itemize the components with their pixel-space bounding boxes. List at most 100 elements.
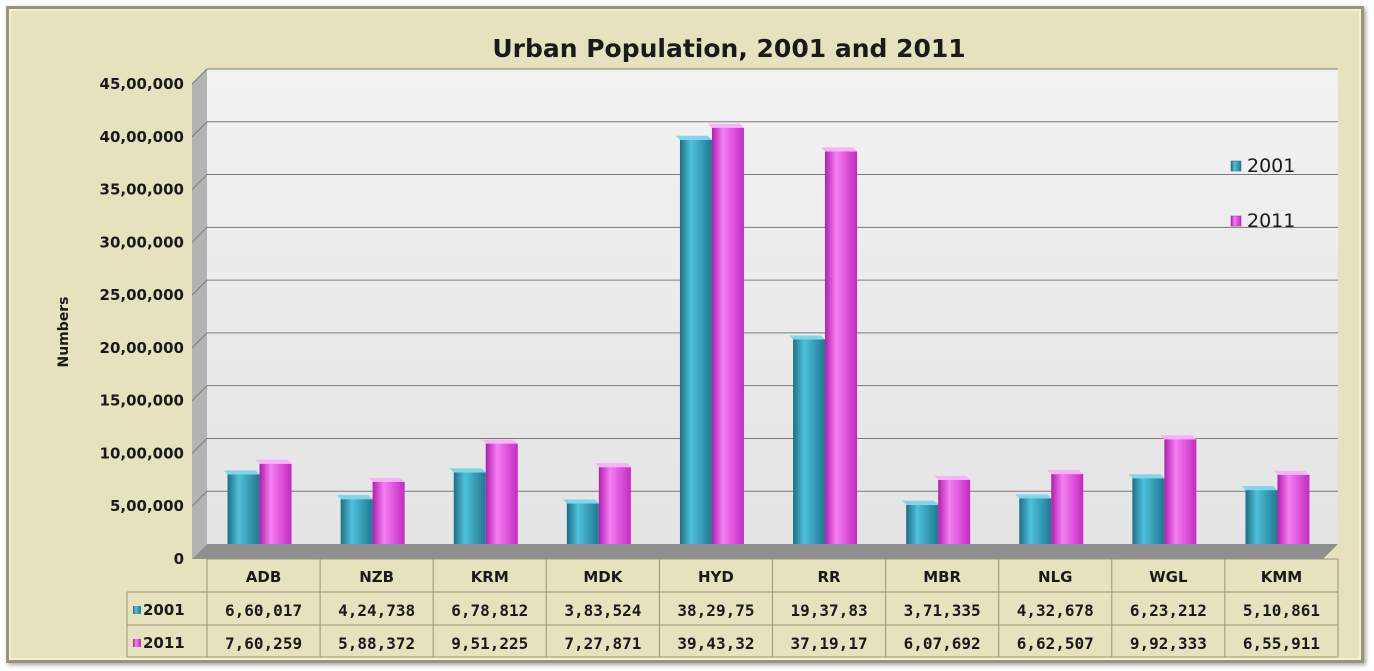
bar-2001-NZB bbox=[340, 499, 373, 544]
y-tick-label: 5,00,000 bbox=[110, 497, 184, 515]
bar-top-2001-NLG bbox=[1015, 494, 1052, 499]
bar-2011-KMM bbox=[1277, 474, 1310, 544]
bar-top-2001-KRM bbox=[449, 468, 486, 473]
table-row-label-2001: 2001 bbox=[143, 601, 185, 619]
bar-2001-WGL bbox=[1132, 478, 1165, 544]
y-tick-label: 10,00,000 bbox=[100, 444, 184, 462]
table-cell-2011: 9,92,333 bbox=[1130, 634, 1207, 653]
bar-top-2011-RR bbox=[821, 147, 858, 152]
x-category-label: ADB bbox=[246, 568, 282, 586]
table-cell-2011: 6,62,507 bbox=[1017, 634, 1094, 653]
table-cell-2001: 38,29,75 bbox=[677, 601, 754, 620]
gridline-depth bbox=[191, 385, 208, 402]
table-row-label-2011: 2011 bbox=[143, 634, 185, 652]
bar-top-2001-ADB bbox=[223, 470, 260, 475]
bars bbox=[223, 123, 1310, 545]
legend-swatch-2011 bbox=[1230, 215, 1242, 227]
gridline-depth bbox=[191, 332, 208, 349]
bar-2011-NZB bbox=[372, 481, 405, 544]
bar-top-2011-MDK bbox=[594, 463, 631, 468]
chart-svg: Urban Population, 2001 and 2011 Numbers … bbox=[56, 34, 1339, 658]
legend-label-2001: 2001 bbox=[1247, 155, 1295, 177]
left-wall bbox=[192, 69, 207, 559]
table-cell-2001: 6,60,017 bbox=[225, 601, 302, 620]
table-cell-2011: 37,19,17 bbox=[791, 634, 868, 653]
table-cell-2011: 7,60,259 bbox=[225, 634, 302, 653]
bar-top-2011-KMM bbox=[1273, 470, 1310, 475]
chart-title: Urban Population, 2001 and 2011 bbox=[492, 34, 965, 63]
bar-top-2001-RR bbox=[789, 335, 826, 340]
y-tick-label: 25,00,000 bbox=[100, 286, 184, 304]
table-category-row: ADB NZB KRM MDK HYD RR MBR NLG WGL KMM bbox=[246, 568, 1302, 586]
bar-top-2011-NLG bbox=[1047, 470, 1084, 475]
y-tick-label: 35,00,000 bbox=[100, 181, 184, 199]
table-cell-2011: 7,27,871 bbox=[564, 634, 641, 653]
gridline-depth bbox=[191, 438, 208, 454]
bar-top-2001-MBR bbox=[902, 500, 939, 505]
table-swatch-2011 bbox=[133, 639, 141, 647]
bar-top-2011-NZB bbox=[368, 477, 405, 482]
chart-frame: Urban Population, 2001 and 2011 Numbers … bbox=[6, 6, 1364, 663]
table-grid-lines bbox=[126, 558, 1339, 658]
table-cell-2011: 5,88,372 bbox=[338, 634, 415, 653]
legend-swatch-2001 bbox=[1230, 160, 1242, 172]
table-cell-2011: 6,55,911 bbox=[1243, 634, 1320, 653]
y-tick-label: 45,00,000 bbox=[100, 75, 184, 93]
table-cell-2001: 19,37,83 bbox=[791, 601, 868, 620]
table-swatch-2001 bbox=[133, 606, 141, 614]
table-cell-2001: 6,23,212 bbox=[1130, 601, 1207, 620]
legend: 2001 2011 bbox=[1230, 155, 1295, 232]
table-row-header-2011: 2011 bbox=[133, 634, 185, 652]
table-cell-2011: 39,43,32 bbox=[677, 634, 754, 653]
floor bbox=[192, 544, 1338, 559]
gridline-depth bbox=[191, 279, 208, 296]
y-axis-label: Numbers bbox=[56, 296, 72, 367]
bar-2001-NLG bbox=[1019, 498, 1052, 544]
table-cell-2001: 6,78,812 bbox=[451, 601, 528, 620]
y-tick-label: 0 bbox=[174, 550, 184, 568]
bar-top-2001-NZB bbox=[336, 495, 373, 500]
plot-back-wall bbox=[207, 69, 1338, 544]
bar-top-2001-HYD bbox=[675, 135, 712, 140]
bar-2011-NLG bbox=[1051, 474, 1084, 544]
bar-2001-HYD bbox=[679, 139, 712, 545]
table-row-header-2001: 2001 bbox=[133, 601, 185, 619]
y-tick-label: 30,00,000 bbox=[100, 233, 184, 251]
bar-top-2011-WGL bbox=[1160, 435, 1197, 440]
bar-top-2001-KMM bbox=[1241, 486, 1278, 491]
x-category-label: NLG bbox=[1038, 568, 1072, 586]
table-cell-2001: 5,10,861 bbox=[1243, 601, 1320, 620]
gridline-depth bbox=[191, 68, 208, 85]
bar-2001-MBR bbox=[906, 504, 939, 544]
gridline-depth bbox=[191, 121, 208, 138]
y-tick-label: 15,00,000 bbox=[100, 392, 184, 410]
bar-top-2001-MDK bbox=[562, 499, 599, 504]
table-cell-2011: 9,51,225 bbox=[451, 634, 528, 653]
data-table: ADB NZB KRM MDK HYD RR MBR NLG WGL KMM 2001 2011 … bbox=[126, 558, 1339, 658]
x-category-label: MBR bbox=[923, 568, 961, 586]
bar-2011-KRM bbox=[485, 443, 518, 544]
bar-2001-ADB bbox=[227, 474, 260, 544]
bar-2011-MDK bbox=[598, 467, 631, 544]
bar-2001-KMM bbox=[1245, 490, 1278, 544]
table-cell-2001: 3,83,524 bbox=[564, 601, 641, 620]
y-tick-label: 20,00,000 bbox=[100, 339, 184, 357]
bar-2011-MBR bbox=[938, 479, 971, 544]
legend-label-2011: 2011 bbox=[1247, 210, 1295, 232]
bar-2001-KRM bbox=[453, 472, 486, 544]
bar-2011-ADB bbox=[259, 463, 292, 544]
y-tick-labels: 0 5,00,000 10,00,000 15,00,000 20,00,000 25,0… bbox=[100, 75, 184, 568]
bar-top-2011-KRM bbox=[481, 439, 518, 444]
bar-2011-HYD bbox=[711, 127, 744, 544]
bar-top-2011-HYD bbox=[707, 123, 744, 128]
bar-2001-MDK bbox=[566, 503, 599, 544]
x-category-label: WGL bbox=[1149, 568, 1188, 586]
x-category-label: RR bbox=[817, 568, 841, 586]
table-cell-2001: 3,71,335 bbox=[904, 601, 981, 620]
table-cell-2001: 4,32,678 bbox=[1017, 601, 1094, 620]
gridline-depth bbox=[191, 174, 208, 190]
x-category-label: MDK bbox=[583, 568, 623, 586]
x-category-label: KRM bbox=[471, 568, 509, 586]
table-cells: 6,60,017 7,60,259 4,24,738 5,88,372 6,78,812… bbox=[225, 601, 1320, 653]
bar-2011-WGL bbox=[1164, 439, 1197, 544]
